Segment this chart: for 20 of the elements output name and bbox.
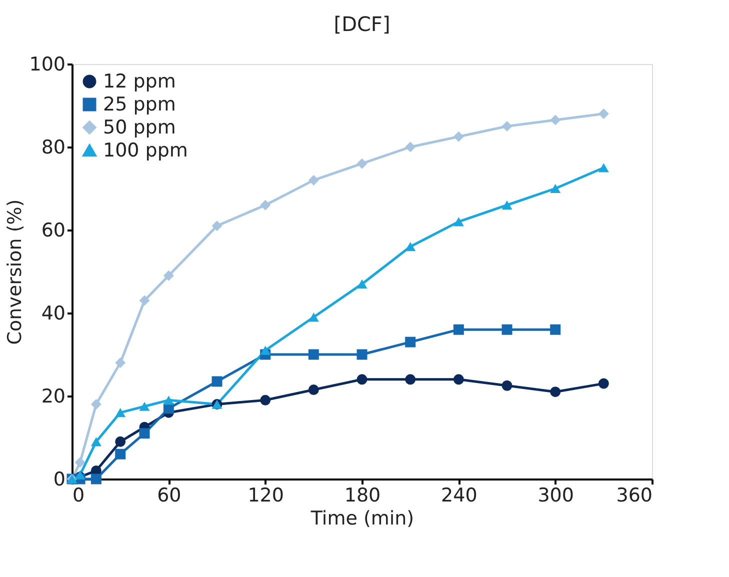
x-axis-title: Time (min) bbox=[310, 508, 414, 530]
x-tick-label: 120 bbox=[248, 484, 284, 506]
legend-label: 100 ppm bbox=[103, 140, 188, 162]
x-tick-label: 0 bbox=[72, 484, 85, 506]
x-tick-label: 60 bbox=[157, 484, 182, 506]
y-tick-label: 80 bbox=[41, 136, 66, 158]
y-tick-label: 20 bbox=[41, 386, 66, 408]
legend-label: 12 ppm bbox=[103, 70, 176, 92]
y-axis-title: Conversion (%) bbox=[4, 199, 26, 345]
y-tick-label: 60 bbox=[41, 220, 66, 242]
chart-title: [DCF] bbox=[334, 12, 390, 36]
x-tick-label: 300 bbox=[538, 484, 574, 506]
legend-label: 25 ppm bbox=[103, 94, 176, 116]
legend-label: 50 ppm bbox=[103, 116, 176, 138]
y-tick-label: 40 bbox=[41, 302, 66, 324]
x-tick-label: 360 bbox=[616, 484, 652, 506]
y-tick-label: 100 bbox=[29, 54, 66, 76]
x-tick-label: 180 bbox=[344, 484, 381, 506]
x-tick-label: 240 bbox=[441, 484, 478, 506]
y-tick-label: 0 bbox=[53, 468, 66, 490]
